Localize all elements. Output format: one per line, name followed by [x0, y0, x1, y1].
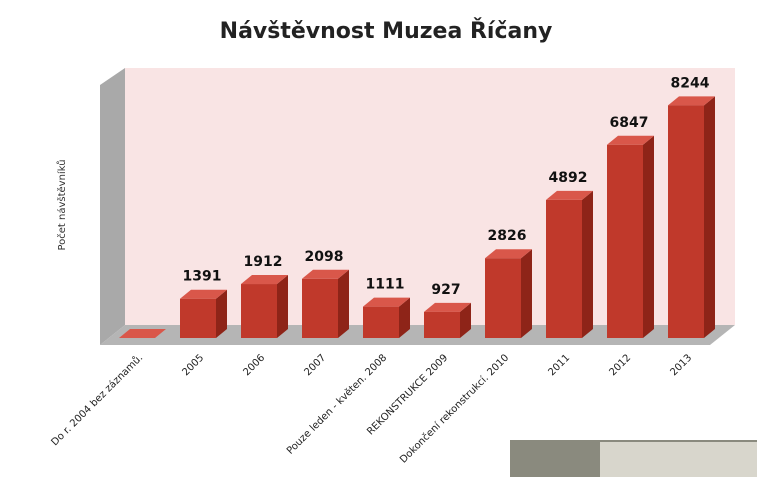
photo-fragment [600, 442, 757, 477]
y-axis-label: Počet návštěvníků [56, 159, 68, 250]
x-tick-label: 2012 [607, 352, 633, 378]
bar [302, 279, 338, 338]
bar [607, 145, 643, 338]
bar [546, 200, 582, 338]
bar [424, 312, 460, 338]
value-label: 8244 [671, 75, 710, 91]
chart-title: Návštěvnost Muzea Říčany [220, 18, 553, 44]
bar-side [582, 191, 593, 338]
page: Návštěvnost Muzea Říčany Počet návštěvní… [0, 0, 757, 477]
side-wall [100, 68, 125, 345]
value-label: 927 [431, 282, 460, 298]
value-label: 6847 [610, 115, 649, 131]
bar [485, 258, 521, 338]
bar-side [338, 270, 349, 338]
value-label: 1912 [244, 254, 283, 270]
x-tick-label: Do r. 2004 bez záznamů. [49, 352, 145, 448]
x-tick-label: Pouze leden - květen. 2008 [284, 352, 389, 457]
bar [180, 299, 216, 338]
value-label: 2098 [305, 249, 344, 265]
value-label: 1391 [183, 269, 222, 285]
bar [668, 105, 704, 338]
x-tick-label: 2007 [302, 352, 328, 378]
bar-side [704, 96, 715, 338]
bar-side [643, 136, 654, 338]
bar [363, 307, 399, 338]
value-label: 1111 [366, 277, 405, 293]
x-tick-label: 2011 [546, 352, 572, 378]
value-label: 4892 [549, 170, 588, 186]
bar-side [277, 275, 288, 338]
x-tick-label: 2013 [668, 352, 694, 378]
value-label: 2826 [488, 228, 527, 244]
bar [241, 284, 277, 338]
chart: Návštěvnost Muzea Říčany Počet návštěvní… [0, 0, 757, 477]
x-tick-label: Dokončení rekonstrukcí. 2010 [397, 352, 511, 466]
x-tick-label: 2006 [241, 352, 267, 378]
x-tick-label: 2005 [180, 352, 206, 378]
bar-side [521, 249, 532, 338]
